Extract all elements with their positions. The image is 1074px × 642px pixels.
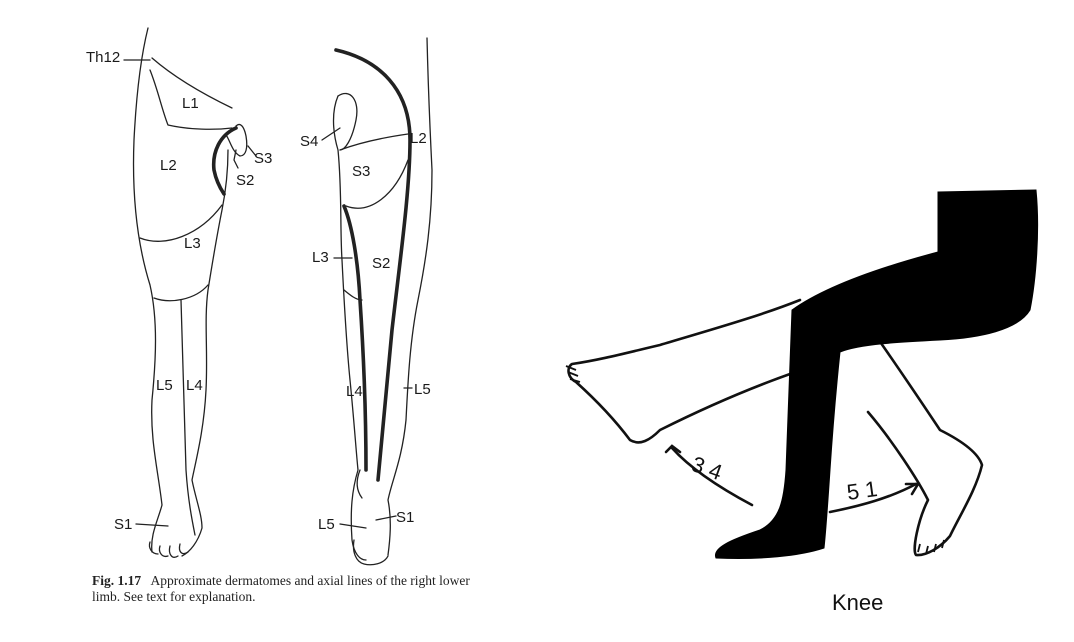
extended-leg-outline bbox=[567, 298, 802, 444]
flexed-foot-toes bbox=[917, 539, 945, 555]
label-s4: S4 bbox=[300, 133, 318, 150]
label-l4: L4 bbox=[186, 377, 203, 394]
front-labels: Th12 L1 S3 L2 S2 L3 L5 L4 S1 bbox=[86, 49, 272, 533]
right-arrow-head bbox=[904, 482, 921, 496]
label-l5: L5 bbox=[156, 377, 173, 394]
label-s2: S2 bbox=[236, 172, 254, 189]
left-arrow-label: 3 4 bbox=[688, 451, 725, 485]
label-l2: L2 bbox=[160, 157, 177, 174]
label-th12: Th12 bbox=[86, 49, 120, 66]
label-l4-back: L4 bbox=[346, 383, 363, 400]
figure-caption: Fig. 1.17 Approximate dermatomes and axi… bbox=[92, 573, 492, 605]
label-l5-back-upper: L5 bbox=[414, 381, 431, 398]
left-arrow bbox=[670, 446, 754, 507]
knee-title: Knee bbox=[832, 590, 883, 615]
back-axial-line-medial bbox=[342, 204, 368, 472]
extended-foot-toes bbox=[565, 365, 581, 383]
knee-figure: 3 4 5 1 Knee bbox=[565, 189, 1039, 615]
front-axial-line bbox=[211, 126, 238, 196]
front-leg-outline bbox=[123, 27, 257, 558]
label-l3: L3 bbox=[184, 235, 201, 252]
caption-text: Approximate dermatomes and axial lines o… bbox=[92, 573, 470, 604]
label-l5-back-lower: L5 bbox=[318, 516, 335, 533]
label-s1: S1 bbox=[114, 516, 132, 533]
label-l2-back: L2 bbox=[410, 130, 427, 147]
caption-number: Fig. 1.17 bbox=[92, 573, 142, 588]
label-s1-back: S1 bbox=[396, 509, 414, 526]
flexed-leg-outline bbox=[866, 334, 984, 557]
back-labels: S4 L2 S3 L3 S2 L4 L5 L5 S1 bbox=[300, 130, 431, 533]
label-s3-back: S3 bbox=[352, 163, 370, 180]
label-l1: L1 bbox=[182, 95, 199, 112]
label-l3-back: L3 bbox=[312, 249, 329, 266]
back-leg-outline bbox=[321, 37, 433, 566]
silhouette-leg bbox=[715, 189, 1039, 560]
label-s2-back: S2 bbox=[372, 255, 390, 272]
right-arrow bbox=[828, 482, 918, 514]
right-arrow-label: 5 1 bbox=[845, 476, 879, 505]
back-axial-line-lateral bbox=[334, 48, 412, 482]
left-arrow-head bbox=[664, 444, 682, 454]
label-s3: S3 bbox=[254, 150, 272, 167]
